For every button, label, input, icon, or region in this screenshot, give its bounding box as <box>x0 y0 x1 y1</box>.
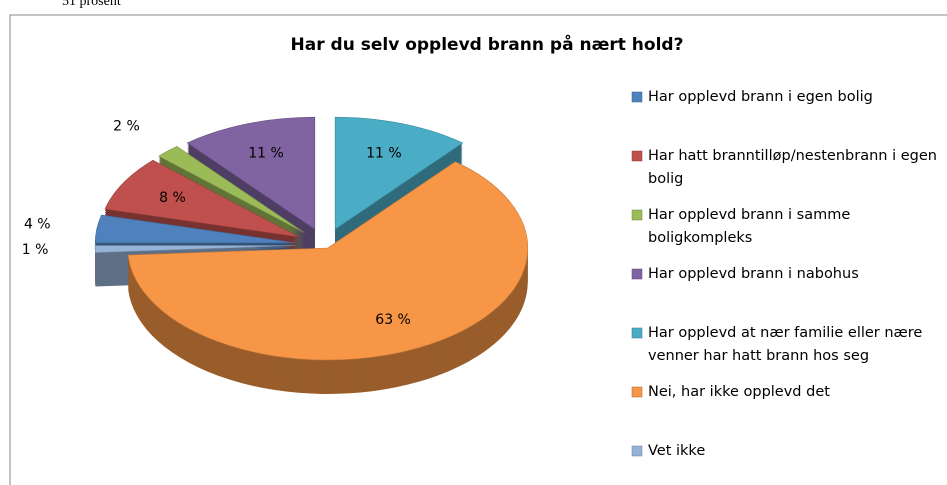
legend-line: Nei, har ikke opplevd det <box>648 384 830 400</box>
slice <box>127 161 529 361</box>
legend-label: Har hatt branntilløp/nestenbrann i egen … <box>648 148 942 187</box>
legend-line: bolig <box>648 171 683 187</box>
legend-line: Har opplevd brann i samme <box>648 207 855 223</box>
legend-label: Vet ikke <box>648 443 705 459</box>
legend-line: Vet ikke <box>648 443 705 459</box>
slice <box>158 146 305 234</box>
slice <box>94 245 296 253</box>
slice <box>334 116 464 230</box>
data-label: 63 % <box>375 312 411 328</box>
legend-swatch <box>631 445 643 457</box>
chart-title: Har du selv opplevd brann på nært hold? <box>291 33 684 55</box>
legend-swatch <box>631 150 643 162</box>
legend-label: Har opplevd brann i egen bolig <box>648 89 873 105</box>
slice <box>186 116 316 230</box>
data-label: 11 % <box>366 145 402 161</box>
data-label: 11 % <box>248 145 284 161</box>
legend-swatch <box>631 268 643 280</box>
legend-line: venner har hatt brann hos seg <box>648 348 869 364</box>
legend-line: Har hatt branntilløp/nestenbrann i egen <box>648 148 942 164</box>
legend-swatch <box>631 386 643 398</box>
data-label: 2 % <box>113 119 140 135</box>
legend-line: Har opplevd brann i nabohus <box>648 266 859 282</box>
slice-group <box>127 161 529 394</box>
legend-line: boligkompleks <box>648 230 752 246</box>
legend-label: Har opplevd brann i nabohus <box>648 266 859 282</box>
legend-swatch <box>631 327 643 339</box>
legend-swatch <box>631 91 643 103</box>
caption-above: 51 prosent <box>62 0 121 9</box>
slice <box>104 159 299 238</box>
legend-label: Har opplevd at nær familie eller nære ve… <box>648 325 927 364</box>
chart-border <box>9 14 947 485</box>
data-label: 1 % <box>22 242 49 258</box>
legend-swatch <box>631 209 643 221</box>
data-label: 8 % <box>159 190 186 206</box>
legend-label: Har opplevd brann i samme boligkompleks <box>648 207 855 246</box>
slice <box>94 214 296 244</box>
legend-label: Nei, har ikke opplevd det <box>648 384 830 400</box>
legend-line: Har opplevd brann i egen bolig <box>648 89 873 105</box>
legend-line: Har opplevd at nær familie eller nære <box>648 325 927 341</box>
data-label: 4 % <box>24 217 51 233</box>
